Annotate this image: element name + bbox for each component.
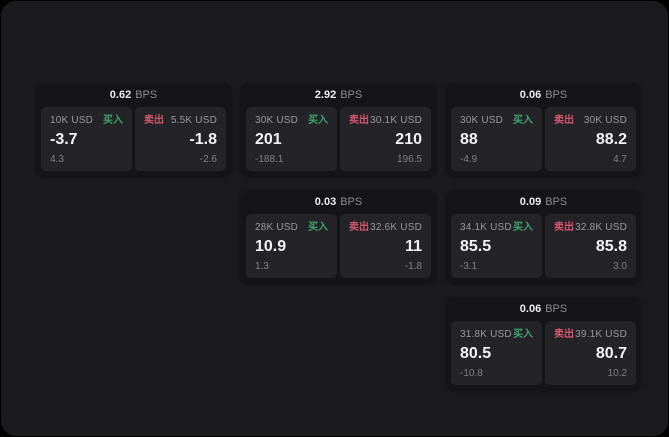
sell-change: 3.0 bbox=[613, 261, 627, 272]
quote-card: 0.62 BPS 10K USD 买入 -3.7 4.3 卖出 5.5K USD… bbox=[36, 83, 231, 176]
sell-amount: 39.1K USD bbox=[575, 329, 627, 340]
buy-amount: 28K USD bbox=[255, 222, 299, 233]
buy-quote-tile[interactable]: 30K USD 买入 88 -4.9 bbox=[451, 107, 542, 171]
buy-button[interactable]: 买入 bbox=[513, 329, 533, 340]
bps-unit-label: BPS bbox=[545, 303, 568, 315]
buy-quote-tile[interactable]: 28K USD 买入 10.9 1.3 bbox=[246, 214, 337, 278]
sell-quote-tile[interactable]: 卖出 39.1K USD 80.7 10.2 bbox=[545, 321, 636, 385]
bps-unit-label: BPS bbox=[340, 89, 363, 101]
sell-quote-tile[interactable]: 卖出 5.5K USD -1.8 -2.6 bbox=[135, 107, 226, 171]
sell-button[interactable]: 卖出 bbox=[554, 222, 574, 233]
bps-value: 0.06 bbox=[519, 89, 542, 101]
sell-price: -1.8 bbox=[189, 131, 217, 148]
buy-amount: 30K USD bbox=[460, 115, 504, 126]
card-body: 34.1K USD 买入 85.5 -3.1 卖出 32.8K USD 85.8… bbox=[446, 214, 641, 283]
sell-change: 4.7 bbox=[613, 154, 627, 165]
sell-amount: 5.5K USD bbox=[170, 115, 217, 126]
sell-price: 11 bbox=[405, 238, 422, 255]
buy-amount: 30K USD bbox=[255, 115, 299, 126]
buy-button[interactable]: 买入 bbox=[308, 222, 328, 233]
bps-unit-label: BPS bbox=[545, 196, 568, 208]
bps-unit-label: BPS bbox=[545, 89, 568, 101]
bps-value: 2.92 bbox=[314, 89, 337, 101]
buy-button[interactable]: 买入 bbox=[308, 115, 328, 126]
bps-value: 0.03 bbox=[314, 196, 337, 208]
buy-change: -188.1 bbox=[255, 154, 284, 165]
sell-button[interactable]: 卖出 bbox=[554, 115, 574, 126]
buy-amount: 34.1K USD bbox=[460, 222, 512, 233]
sell-change: -1.8 bbox=[404, 261, 422, 272]
buy-price: 80.5 bbox=[460, 345, 492, 362]
buy-button[interactable]: 买入 bbox=[513, 222, 533, 233]
sell-quote-tile[interactable]: 卖出 30.1K USD 210 196.5 bbox=[340, 107, 431, 171]
buy-change: -4.9 bbox=[460, 154, 478, 165]
bps-unit-label: BPS bbox=[135, 89, 158, 101]
card-body: 30K USD 买入 201 -188.1 卖出 30.1K USD 210 1… bbox=[241, 107, 436, 176]
sell-quote-tile[interactable]: 卖出 32.8K USD 85.8 3.0 bbox=[545, 214, 636, 278]
sell-amount: 32.6K USD bbox=[370, 222, 422, 233]
buy-quote-tile[interactable]: 30K USD 买入 201 -188.1 bbox=[246, 107, 337, 171]
buy-price: 10.9 bbox=[255, 238, 287, 255]
bps-unit-label: BPS bbox=[340, 196, 363, 208]
buy-change: 4.3 bbox=[50, 154, 64, 165]
buy-price: 201 bbox=[255, 131, 282, 148]
sell-price: 80.7 bbox=[595, 345, 627, 362]
sell-price: 210 bbox=[395, 131, 422, 148]
quote-cards-grid: 0.62 BPS 10K USD 买入 -3.7 4.3 卖出 5.5K USD… bbox=[36, 83, 641, 390]
bps-value: 0.06 bbox=[519, 303, 542, 315]
sell-button[interactable]: 卖出 bbox=[349, 115, 369, 126]
card-header: 0.03 BPS bbox=[241, 190, 436, 214]
card-header: 2.92 BPS bbox=[241, 83, 436, 107]
quote-card: 0.09 BPS 34.1K USD 买入 85.5 -3.1 卖出 32.8K… bbox=[446, 190, 641, 283]
sell-price: 85.8 bbox=[595, 238, 627, 255]
sell-button[interactable]: 卖出 bbox=[144, 115, 164, 126]
quote-card: 2.92 BPS 30K USD 买入 201 -188.1 卖出 30.1K … bbox=[241, 83, 436, 176]
card-header: 0.06 BPS bbox=[446, 83, 641, 107]
buy-amount: 31.8K USD bbox=[460, 329, 512, 340]
sell-change: 196.5 bbox=[396, 154, 422, 165]
sell-change: -2.6 bbox=[199, 154, 217, 165]
buy-quote-tile[interactable]: 10K USD 买入 -3.7 4.3 bbox=[41, 107, 132, 171]
buy-change: -10.8 bbox=[460, 368, 483, 379]
card-body: 31.8K USD 买入 80.5 -10.8 卖出 39.1K USD 80.… bbox=[446, 321, 641, 390]
buy-change: -3.1 bbox=[460, 261, 478, 272]
card-header: 0.09 BPS bbox=[446, 190, 641, 214]
bps-value: 0.62 bbox=[109, 89, 132, 101]
card-body: 28K USD 买入 10.9 1.3 卖出 32.6K USD 11 -1.8 bbox=[241, 214, 436, 283]
buy-price: -3.7 bbox=[50, 131, 78, 148]
sell-button[interactable]: 卖出 bbox=[554, 329, 574, 340]
sell-quote-tile[interactable]: 卖出 32.6K USD 11 -1.8 bbox=[340, 214, 431, 278]
quote-card: 0.03 BPS 28K USD 买入 10.9 1.3 卖出 32.6K US… bbox=[241, 190, 436, 283]
card-body: 30K USD 买入 88 -4.9 卖出 30K USD 88.2 4.7 bbox=[446, 107, 641, 176]
buy-price: 85.5 bbox=[460, 238, 492, 255]
buy-quote-tile[interactable]: 34.1K USD 买入 85.5 -3.1 bbox=[451, 214, 542, 278]
card-header: 0.06 BPS bbox=[446, 297, 641, 321]
quote-card: 0.06 BPS 31.8K USD 买入 80.5 -10.8 卖出 39.1… bbox=[446, 297, 641, 390]
buy-quote-tile[interactable]: 31.8K USD 买入 80.5 -10.8 bbox=[451, 321, 542, 385]
buy-button[interactable]: 买入 bbox=[513, 115, 533, 126]
sell-amount: 32.8K USD bbox=[575, 222, 627, 233]
sell-amount: 30.1K USD bbox=[370, 115, 422, 126]
card-body: 10K USD 买入 -3.7 4.3 卖出 5.5K USD -1.8 -2.… bbox=[36, 107, 231, 176]
buy-change: 1.3 bbox=[255, 261, 269, 272]
buy-price: 88 bbox=[460, 131, 478, 148]
sell-price: 88.2 bbox=[595, 131, 627, 148]
bps-value: 0.09 bbox=[519, 196, 542, 208]
sell-amount: 30K USD bbox=[583, 115, 627, 126]
buy-button[interactable]: 买入 bbox=[103, 115, 123, 126]
sell-quote-tile[interactable]: 卖出 30K USD 88.2 4.7 bbox=[545, 107, 636, 171]
card-header: 0.62 BPS bbox=[36, 83, 231, 107]
sell-change: 10.2 bbox=[607, 368, 627, 379]
quote-card: 0.06 BPS 30K USD 买入 88 -4.9 卖出 30K USD 8… bbox=[446, 83, 641, 176]
sell-button[interactable]: 卖出 bbox=[349, 222, 369, 233]
buy-amount: 10K USD bbox=[50, 115, 94, 126]
